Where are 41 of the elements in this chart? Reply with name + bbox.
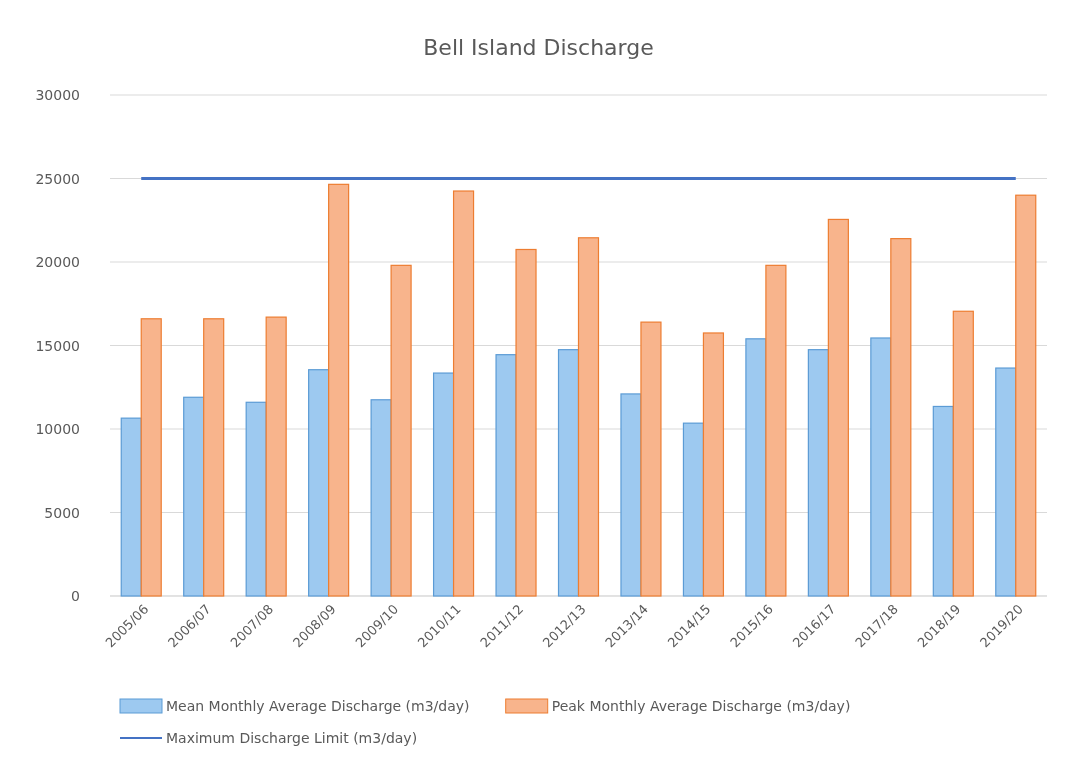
- bar: [390, 264, 412, 597]
- bar: [702, 332, 725, 597]
- y-tick-label: 5000: [44, 504, 80, 521]
- bar: [577, 237, 600, 597]
- bar: [245, 401, 267, 597]
- y-tick-label: 0: [71, 588, 80, 604]
- bar: [995, 367, 1017, 597]
- chart-title: Bell Island Discharge: [423, 35, 654, 60]
- bar: [620, 393, 642, 597]
- bar: [265, 316, 287, 597]
- bar: [827, 218, 849, 597]
- legend-label: Maximum Discharge Limit (m3/day): [166, 730, 418, 746]
- bar: [745, 338, 767, 597]
- y-tick-label: 10000: [35, 421, 80, 437]
- bar: [432, 372, 455, 597]
- bar: [183, 396, 205, 597]
- bar: [203, 318, 225, 597]
- bar: [495, 354, 517, 597]
- y-tick-label: 20000: [35, 254, 80, 270]
- y-tick-label: 15000: [35, 337, 80, 354]
- bar: [557, 349, 580, 597]
- bar: [682, 422, 705, 597]
- legend-label: Mean Monthly Average Discharge (m3/day): [166, 698, 470, 714]
- y-tick-label: 25000: [35, 170, 80, 187]
- bar: [640, 321, 662, 597]
- bar: [452, 190, 475, 597]
- legend-label: Peak Monthly Average Discharge (m3/day): [551, 698, 851, 714]
- bar: [515, 248, 537, 597]
- y-tick-label: 30000: [35, 87, 80, 103]
- bar: [328, 183, 350, 597]
- bar: [765, 264, 787, 597]
- bar: [952, 310, 974, 597]
- bar: [807, 349, 829, 597]
- bar: [308, 369, 330, 597]
- bar: [932, 405, 954, 597]
- bar: [870, 337, 892, 597]
- bar: [1015, 194, 1037, 597]
- bar: [890, 238, 912, 597]
- bar: [120, 417, 142, 597]
- bar: [140, 318, 162, 597]
- bar: [370, 399, 392, 597]
